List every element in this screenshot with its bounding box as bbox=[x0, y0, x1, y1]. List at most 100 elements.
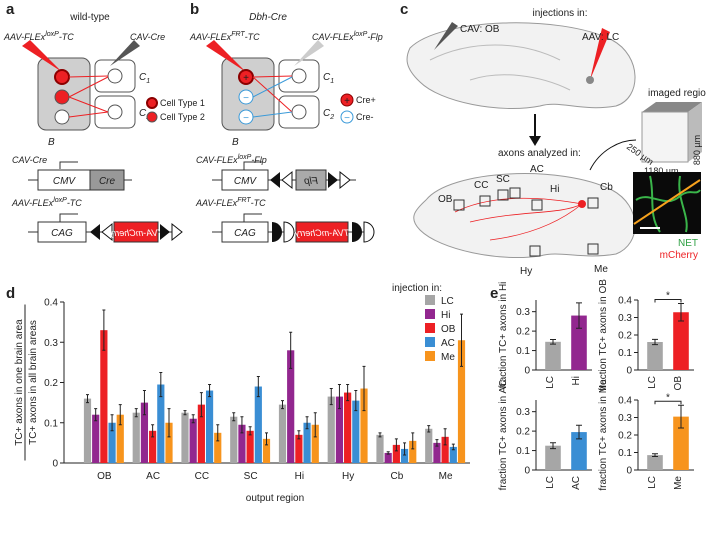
frt-site bbox=[352, 222, 362, 242]
panel-letter: a bbox=[6, 1, 15, 18]
element-box bbox=[37, 221, 87, 243]
error-bar bbox=[550, 338, 556, 345]
x-tick-label: LC bbox=[647, 476, 658, 489]
error-bar bbox=[678, 303, 684, 322]
y-tick-label: 0.4 bbox=[618, 396, 632, 407]
bar bbox=[335, 396, 344, 463]
legend-label: OB bbox=[441, 324, 456, 335]
legend-label: Cre+ bbox=[356, 95, 376, 105]
arrow bbox=[589, 139, 637, 171]
lox-site bbox=[171, 222, 183, 242]
panel-title: wild-type bbox=[69, 12, 110, 23]
text: CAV-FLEx bbox=[312, 32, 354, 42]
bar bbox=[311, 424, 319, 463]
y-tick-label: 0.2 bbox=[618, 431, 632, 442]
text: CAV-FLEx bbox=[196, 155, 238, 165]
text: AAV-FLEx bbox=[3, 32, 46, 42]
bar bbox=[327, 396, 335, 463]
bar bbox=[571, 432, 587, 470]
lox-site bbox=[328, 172, 338, 188]
error-bar bbox=[183, 410, 187, 416]
panel-letter: d bbox=[6, 285, 15, 302]
lox-site bbox=[270, 172, 280, 188]
lox-site bbox=[90, 224, 100, 240]
text: -TC bbox=[67, 198, 82, 208]
bar bbox=[254, 386, 262, 463]
text: CAV-Cre bbox=[12, 155, 47, 165]
error-bar bbox=[191, 414, 195, 424]
injection-label: CAV: OB bbox=[460, 24, 500, 35]
construct-label: AAV-FLExFRT-TC bbox=[195, 197, 266, 208]
bar bbox=[647, 455, 663, 470]
element-box bbox=[113, 221, 159, 243]
legend-swatch bbox=[425, 295, 435, 305]
dimension-label: 880 µm bbox=[692, 135, 702, 165]
arrow-head bbox=[529, 136, 541, 146]
error-bar bbox=[240, 416, 244, 434]
injection-site bbox=[578, 200, 586, 208]
bar bbox=[262, 438, 271, 463]
element-label: CAG bbox=[51, 228, 73, 239]
cell-label: C1 bbox=[323, 72, 334, 85]
legend-label: Cell Type 2 bbox=[160, 112, 205, 122]
brain-outline bbox=[413, 173, 636, 259]
legend-label: LC bbox=[441, 296, 454, 307]
construct-label: CAV-FLExloxP-Flp bbox=[196, 154, 267, 165]
text: loxP bbox=[354, 31, 368, 38]
bar bbox=[157, 384, 165, 463]
error-bar bbox=[102, 309, 106, 351]
frt-site bbox=[272, 222, 282, 242]
bar bbox=[189, 418, 197, 463]
construct-label: CAV-Cre bbox=[12, 155, 47, 165]
error-bar bbox=[576, 302, 582, 329]
element-label: CMV bbox=[53, 176, 77, 187]
injection-label: AAV: LC bbox=[582, 32, 619, 43]
legend-swatch bbox=[425, 323, 435, 333]
syringe bbox=[434, 22, 458, 50]
text: loxP bbox=[53, 197, 67, 204]
error-bar bbox=[134, 408, 138, 418]
text: FRT bbox=[231, 31, 245, 38]
x-tick-label: AC bbox=[571, 476, 582, 490]
panel-b: b Dbh-Cre AAV-FLExFRT-TC CAV-FLExloxP-Fl… bbox=[189, 1, 383, 243]
x-tick-label: Hi bbox=[295, 471, 304, 482]
cell-sign: − bbox=[243, 113, 249, 124]
bar bbox=[278, 404, 287, 463]
element-label: TVA-mCherry bbox=[294, 228, 349, 238]
frt-site bbox=[363, 221, 375, 243]
virus-label: AAV-FLExFRT-TC bbox=[189, 31, 260, 42]
legend-symbol bbox=[146, 111, 158, 123]
bar bbox=[181, 412, 189, 463]
bar bbox=[673, 416, 689, 470]
error-bar bbox=[280, 400, 284, 410]
caption: axons analyzed in: bbox=[498, 148, 581, 159]
cube-top bbox=[642, 102, 702, 112]
element-box bbox=[221, 169, 269, 191]
text: C bbox=[323, 72, 331, 83]
roi-boxes bbox=[453, 187, 599, 257]
y-tick-label: 0.3 bbox=[618, 313, 632, 324]
text: AAV-FLEx bbox=[11, 198, 54, 208]
error-bar bbox=[435, 439, 439, 447]
cube-front bbox=[641, 111, 689, 163]
error-bar bbox=[142, 390, 146, 416]
bar bbox=[205, 390, 214, 463]
significance-label: * bbox=[666, 291, 670, 302]
region-label: SC bbox=[496, 174, 510, 185]
legend-sign: + bbox=[344, 96, 350, 107]
panel-title: Dbh-Cre bbox=[249, 12, 287, 23]
error-bar bbox=[411, 432, 415, 450]
y-tick-label: 0.3 bbox=[516, 307, 530, 318]
element-box bbox=[295, 221, 349, 243]
syringe bbox=[294, 40, 324, 66]
region-label: B bbox=[232, 137, 239, 148]
x-tick-label: CC bbox=[195, 471, 209, 482]
significance-bracket bbox=[654, 400, 682, 405]
lox-site bbox=[339, 170, 351, 190]
y-tick-label: 0.1 bbox=[516, 446, 530, 457]
bar bbox=[149, 430, 157, 463]
y-tick-label: 0.2 bbox=[516, 327, 530, 338]
text: loxP bbox=[45, 31, 59, 38]
bar bbox=[352, 400, 360, 463]
